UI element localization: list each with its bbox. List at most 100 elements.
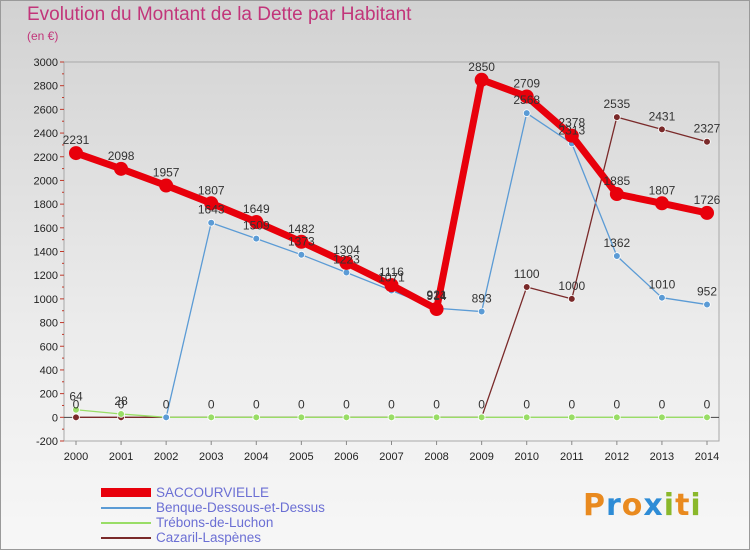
data-label: 0 bbox=[568, 397, 575, 411]
y-tick-label: 400 bbox=[40, 365, 58, 377]
x-tick-label: 2009 bbox=[469, 451, 493, 463]
x-tick-label: 2011 bbox=[560, 451, 584, 463]
y-tick-label: 1400 bbox=[34, 247, 58, 259]
data-point bbox=[342, 413, 351, 422]
data-label: 1100 bbox=[514, 267, 540, 281]
data-label: 1643 bbox=[198, 203, 225, 217]
legend-label: Trébons-de-Luchon bbox=[156, 515, 274, 530]
data-label: 0 bbox=[478, 397, 485, 411]
data-label: 1116 bbox=[379, 265, 404, 279]
y-tick-label: 3000 bbox=[34, 57, 58, 69]
data-label: 0 bbox=[73, 397, 80, 411]
data-label: 2231 bbox=[63, 133, 90, 147]
x-tick-label: 2008 bbox=[424, 451, 448, 463]
series-line bbox=[165, 112, 708, 418]
data-label: 0 bbox=[659, 397, 666, 411]
data-label: 2313 bbox=[558, 123, 585, 137]
data-label: 2098 bbox=[108, 149, 135, 163]
data-point bbox=[207, 218, 216, 227]
data-label: 1000 bbox=[558, 279, 585, 293]
data-point bbox=[703, 413, 711, 422]
x-tick-label: 2012 bbox=[605, 451, 629, 463]
plot-area bbox=[63, 61, 720, 442]
data-point bbox=[522, 109, 531, 117]
data-label: 0 bbox=[614, 397, 621, 411]
x-tick-label: 2010 bbox=[514, 451, 538, 463]
data-point bbox=[159, 178, 174, 193]
data-point bbox=[432, 413, 441, 422]
data-label: 1223 bbox=[333, 252, 360, 266]
data-point bbox=[297, 250, 306, 259]
x-tick-label: 2007 bbox=[379, 451, 403, 463]
data-label: 1362 bbox=[604, 236, 631, 250]
data-label: 0 bbox=[343, 397, 350, 411]
logo-letter: r bbox=[606, 488, 622, 523]
data-point bbox=[522, 413, 531, 422]
data-point bbox=[477, 413, 486, 422]
legend-label: Cazaril-Laspènes bbox=[156, 530, 262, 545]
data-label: 1010 bbox=[649, 278, 676, 292]
y-tick-label: 2000 bbox=[34, 175, 58, 187]
data-point bbox=[429, 302, 444, 317]
data-point bbox=[700, 205, 714, 220]
data-point bbox=[658, 125, 666, 134]
data-label: 1071 bbox=[378, 270, 405, 284]
y-tick-label: 1800 bbox=[34, 199, 58, 211]
data-point bbox=[567, 295, 576, 303]
data-label: 1726 bbox=[694, 193, 721, 207]
data-point bbox=[522, 283, 531, 291]
data-label: 64 bbox=[69, 390, 83, 404]
y-tick-label: 600 bbox=[40, 341, 58, 353]
data-point bbox=[609, 187, 624, 202]
y-tick-label: 2600 bbox=[34, 104, 58, 116]
data-label: 2568 bbox=[513, 93, 540, 107]
data-label: 1649 bbox=[243, 202, 270, 216]
y-tick-label: 2800 bbox=[34, 81, 58, 93]
data-label: 0 bbox=[118, 397, 125, 411]
data-point bbox=[204, 196, 219, 211]
data-label: 2431 bbox=[649, 109, 676, 123]
data-label: 0 bbox=[208, 397, 215, 411]
legend: SACCOURVIELLE Benque-Dessous-et-Dessus Tré… bbox=[101, 485, 401, 546]
legend-swatch bbox=[101, 522, 151, 524]
data-label: 2709 bbox=[513, 76, 540, 90]
data-point bbox=[703, 300, 711, 309]
legend-swatch bbox=[101, 488, 151, 497]
data-point bbox=[613, 413, 621, 422]
data-label: 0 bbox=[388, 397, 395, 411]
legend-label: SACCOURVIELLE bbox=[156, 485, 270, 500]
data-point bbox=[252, 234, 261, 243]
data-label: 2327 bbox=[694, 122, 721, 136]
data-point bbox=[72, 405, 80, 414]
x-tick-label: 2014 bbox=[695, 451, 719, 463]
data-point bbox=[658, 413, 666, 422]
legend-item: Trébons-de-Luchon bbox=[101, 515, 401, 531]
data-point bbox=[297, 413, 306, 422]
data-label: 921 bbox=[427, 288, 447, 302]
y-tick-label: 1000 bbox=[34, 294, 58, 306]
data-point bbox=[384, 278, 399, 293]
data-label: 1304 bbox=[333, 243, 360, 257]
x-tick-label: 2000 bbox=[64, 451, 88, 463]
data-label: 0 bbox=[433, 397, 440, 411]
data-point bbox=[654, 196, 669, 211]
y-tick-label: 0 bbox=[52, 412, 58, 424]
data-point bbox=[162, 413, 170, 422]
data-label: 2850 bbox=[468, 60, 495, 74]
logo-letter: i bbox=[663, 488, 676, 523]
data-point bbox=[387, 413, 396, 422]
chart-unit: (en €) bbox=[27, 29, 59, 43]
chart-title: Evolution du Montant de la Dette par Hab… bbox=[27, 4, 412, 25]
logo-letter: o bbox=[621, 488, 644, 523]
x-tick-label: 2001 bbox=[109, 451, 133, 463]
data-label: 1482 bbox=[288, 222, 315, 236]
y-tick-label: -200 bbox=[36, 436, 58, 448]
x-tick-label: 2004 bbox=[244, 451, 268, 463]
data-point bbox=[339, 255, 354, 270]
data-label: 2378 bbox=[558, 116, 585, 130]
logo-letter: t bbox=[675, 488, 691, 523]
data-point bbox=[114, 161, 129, 176]
data-point bbox=[117, 410, 125, 418]
data-point bbox=[69, 146, 83, 161]
x-tick-label: 2005 bbox=[289, 451, 313, 463]
